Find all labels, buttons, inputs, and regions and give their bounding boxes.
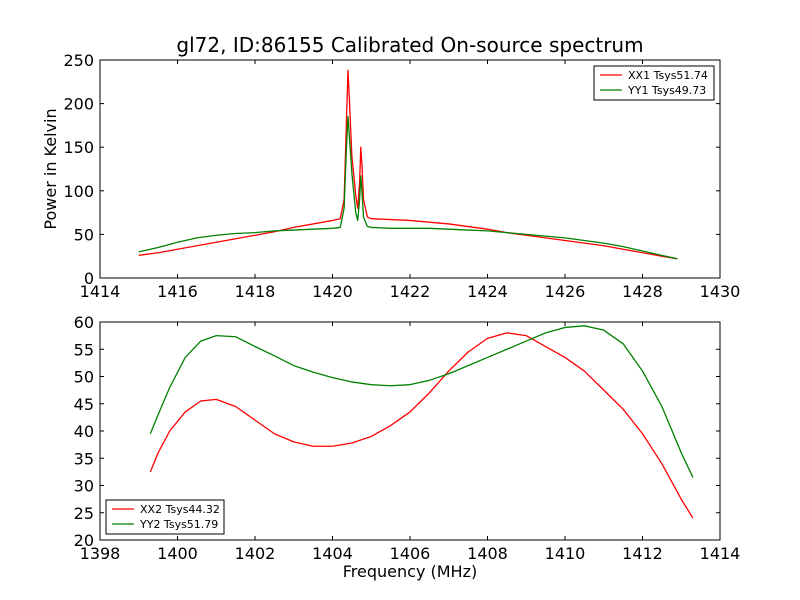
legend: XX1 Tsys51.74 YY1 Tsys49.73: [593, 65, 715, 101]
y-tick-label: 50: [74, 225, 94, 244]
series-line-1: [149, 332, 694, 519]
x-tick-label: 1412: [622, 544, 663, 563]
x-tick-label: 1424: [467, 282, 508, 301]
y-tick-label: 150: [63, 138, 94, 157]
x-tick-label: 1414: [700, 544, 741, 563]
y-tick-label: 40: [74, 422, 94, 441]
y-tick-label: 20: [74, 531, 94, 550]
legend: XX2 Tsys44.32 YY2 Tsys51.79: [105, 499, 225, 535]
x-tick-label: 1414: [80, 282, 121, 301]
bottom-spectrum-panel: Frequency (MHz) 1398 1400 1402 1404 1406 1408…: [74, 313, 741, 581]
x-axis-label: Frequency (MHz): [343, 562, 477, 581]
y-axis-label: Power in Kelvin: [41, 108, 60, 229]
y-tick-label: 25: [74, 504, 94, 523]
x-tick-label: 1406: [390, 544, 431, 563]
chart-title: gl72, ID:86155 Calibrated On-source spec…: [176, 33, 643, 57]
x-tick-label: 1402: [235, 544, 276, 563]
series-lines: [138, 69, 678, 260]
legend-entry: YY2 Tsys51.79: [139, 518, 218, 531]
legend-entry: XX2 Tsys44.32: [140, 503, 220, 516]
top-spectrum-panel: gl72, ID:86155 Calibrated On-source spec…: [41, 33, 740, 301]
y-tick-label: 45: [74, 395, 94, 414]
y-tick-label: 100: [63, 182, 94, 201]
y-tick-label: 0: [84, 269, 94, 288]
y-tick-label: 250: [63, 51, 94, 70]
series-line-2: [138, 116, 678, 260]
x-tick-label: 1430: [700, 282, 741, 301]
plot-frame: [99, 59, 721, 279]
axis-ticks: 1398 1400 1402 1404 1406 1408 1410 1412 1414 20 25…: [74, 313, 741, 563]
y-tick-label: 50: [74, 368, 94, 387]
plot-frame: [99, 321, 721, 541]
y-tick-label: 200: [63, 95, 94, 114]
x-tick-label: 1416: [157, 282, 198, 301]
y-tick-label: 55: [74, 340, 94, 359]
x-tick-label: 1404: [312, 544, 353, 563]
legend-box: [593, 65, 715, 101]
series-line-1: [138, 69, 678, 260]
axis-ticks: 1414 1416 1418 1420 1422 1424 1426 1428 1430 0 50 1…: [63, 51, 740, 301]
series-line-2: [149, 325, 694, 478]
x-tick-label: 1428: [622, 282, 663, 301]
x-tick-label: 1398: [80, 544, 121, 563]
x-tick-label: 1422: [390, 282, 431, 301]
x-tick-label: 1410: [545, 544, 586, 563]
legend-box: [105, 499, 225, 535]
legend-entry: YY1 Tsys49.73: [627, 84, 706, 97]
y-tick-label: 30: [74, 477, 94, 496]
legend-entry: XX1 Tsys51.74: [628, 69, 708, 82]
x-tick-label: 1400: [157, 544, 198, 563]
x-tick-label: 1418: [235, 282, 276, 301]
x-tick-label: 1426: [545, 282, 586, 301]
y-tick-label: 35: [74, 449, 94, 468]
y-tick-label: 60: [74, 313, 94, 332]
x-tick-label: 1420: [312, 282, 353, 301]
series-lines: [149, 325, 694, 519]
x-tick-label: 1408: [467, 544, 508, 563]
